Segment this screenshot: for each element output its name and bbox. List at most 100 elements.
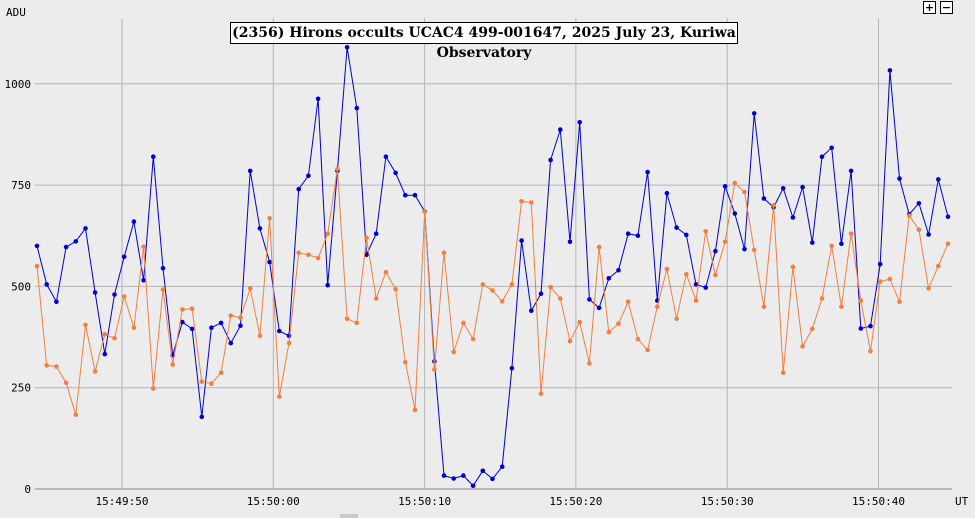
zoom-in-button[interactable]: + xyxy=(923,1,936,14)
data-point-1 xyxy=(257,226,263,231)
data-point-2 xyxy=(897,299,902,305)
data-point-2 xyxy=(44,363,49,368)
data-point-1 xyxy=(722,184,728,189)
data-point-2 xyxy=(92,369,98,374)
data-point-1 xyxy=(306,173,311,179)
data-point-1 xyxy=(664,190,670,196)
data-point-1 xyxy=(693,282,699,287)
data-point-2 xyxy=(306,252,311,258)
data-point-1 xyxy=(751,111,757,116)
horizontal-grid xyxy=(35,83,952,389)
data-point-2 xyxy=(839,304,844,310)
data-point-1 xyxy=(102,351,108,357)
data-point-1 xyxy=(490,476,495,482)
data-point-2 xyxy=(567,338,573,344)
data-point-2 xyxy=(180,307,185,312)
data-point-2 xyxy=(538,391,544,397)
data-point-1 xyxy=(868,323,873,329)
data-point-2 xyxy=(916,227,922,232)
data-point-1 xyxy=(538,291,544,297)
data-point-1 xyxy=(742,246,747,252)
data-point-2 xyxy=(209,381,214,386)
data-point-2 xyxy=(519,199,524,204)
data-point-1 xyxy=(344,45,350,50)
data-point-1 xyxy=(228,340,234,346)
data-point-1 xyxy=(354,105,360,111)
data-point-1 xyxy=(732,211,738,216)
data-point-2 xyxy=(751,247,757,253)
data-point-1 xyxy=(54,299,59,305)
data-point-2 xyxy=(131,325,137,331)
data-point-2 xyxy=(790,264,796,270)
horizontal-scroll-thumb[interactable] xyxy=(340,514,358,518)
data-point-1 xyxy=(567,239,573,245)
data-point-2 xyxy=(432,367,437,372)
data-point-2 xyxy=(761,304,767,310)
x-tick-label: 15:49:50 xyxy=(96,495,149,508)
data-point-2 xyxy=(441,250,447,256)
data-point-1 xyxy=(73,239,79,244)
data-point-1 xyxy=(189,326,195,332)
data-point-2 xyxy=(800,344,805,349)
data-point-2 xyxy=(141,244,146,249)
data-point-1 xyxy=(926,232,931,237)
data-point-2 xyxy=(655,304,660,310)
data-point-1 xyxy=(558,127,563,132)
data-point-1 xyxy=(393,170,398,176)
data-point-2 xyxy=(713,272,718,278)
data-point-2 xyxy=(810,326,815,332)
data-point-2 xyxy=(393,286,398,292)
data-point-2 xyxy=(112,336,117,341)
data-point-1 xyxy=(848,168,854,174)
data-point-1 xyxy=(160,265,166,271)
data-point-2 xyxy=(906,213,912,218)
data-point-2 xyxy=(344,316,350,322)
data-point-1 xyxy=(800,184,805,190)
data-point-1 xyxy=(180,319,185,325)
data-point-1 xyxy=(441,473,447,478)
data-point-2 xyxy=(742,189,747,195)
zoom-out-button[interactable]: − xyxy=(940,1,953,14)
data-point-1 xyxy=(238,323,243,329)
data-point-1 xyxy=(616,267,621,273)
data-point-2 xyxy=(722,239,728,245)
data-point-1 xyxy=(810,240,815,245)
data-point-1 xyxy=(480,468,486,474)
data-point-1 xyxy=(858,326,864,331)
data-point-2 xyxy=(868,348,873,354)
data-point-1 xyxy=(131,219,137,224)
data-point-1 xyxy=(945,214,951,219)
data-point-1 xyxy=(509,365,515,371)
data-point-2 xyxy=(635,336,641,342)
data-point-2 xyxy=(596,244,602,250)
data-point-1 xyxy=(790,215,796,220)
data-point-1 xyxy=(199,414,205,420)
data-point-1 xyxy=(461,473,466,478)
data-point-1 xyxy=(829,145,834,151)
data-point-1 xyxy=(325,282,331,288)
data-point-1 xyxy=(877,261,883,267)
data-point-2 xyxy=(490,288,495,293)
data-point-2 xyxy=(63,380,69,386)
data-point-1 xyxy=(141,278,146,283)
data-point-1 xyxy=(897,176,902,181)
data-point-2 xyxy=(412,407,418,413)
data-point-1 xyxy=(499,464,505,470)
data-point-2 xyxy=(674,316,679,322)
data-point-2 xyxy=(819,296,825,301)
data-point-1 xyxy=(267,259,272,265)
data-point-2 xyxy=(34,263,40,269)
data-point-1 xyxy=(645,169,650,175)
data-point-2 xyxy=(645,347,650,353)
data-point-2 xyxy=(684,271,689,277)
chart-title: (2356) Hirons occults UCAC4 499-001647, … xyxy=(230,22,738,61)
data-point-2 xyxy=(296,250,302,256)
data-point-2 xyxy=(558,296,563,301)
data-point-1 xyxy=(596,305,602,311)
data-point-1 xyxy=(839,241,844,247)
data-point-2 xyxy=(325,231,331,236)
data-point-1 xyxy=(296,186,302,192)
data-point-2 xyxy=(422,209,428,214)
data-point-2 xyxy=(451,349,457,355)
